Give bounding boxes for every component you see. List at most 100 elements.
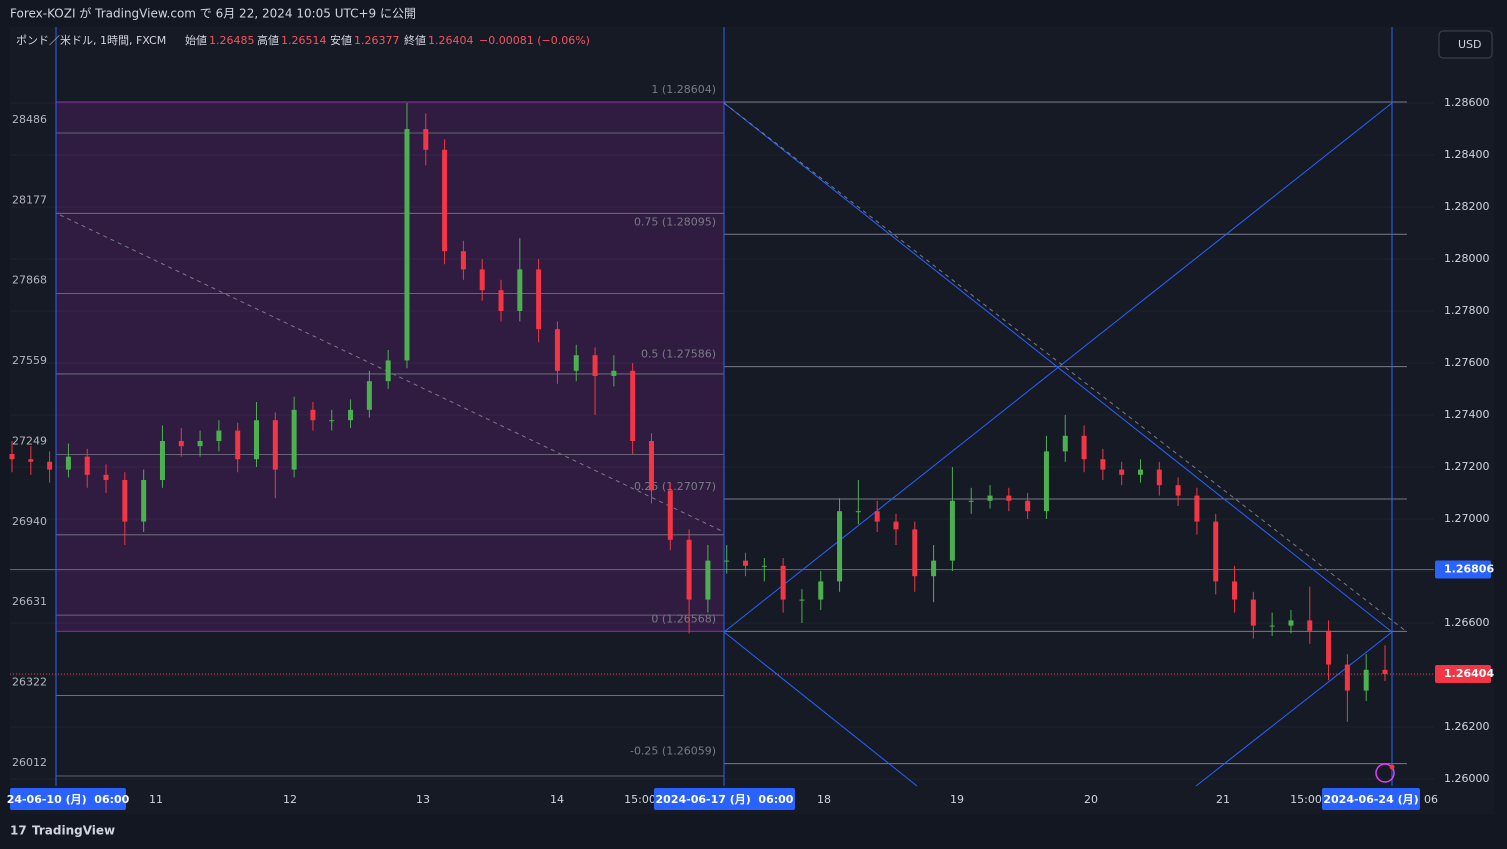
- time-tick-label: 19: [950, 793, 964, 806]
- candle-body: [254, 420, 260, 460]
- trend-line: [723, 102, 1393, 633]
- candle-body: [141, 480, 147, 522]
- candle-body: [1156, 469, 1162, 486]
- candle-body: [1194, 495, 1200, 522]
- alert-icon[interactable]: [1375, 763, 1395, 783]
- time-tick-label: 20: [1084, 793, 1098, 806]
- time-tick-label: 18: [817, 793, 831, 806]
- price-tick-label: 1.26000: [1444, 772, 1490, 785]
- candle-body: [573, 355, 579, 371]
- candle-body: [1025, 500, 1031, 512]
- candle-body: [423, 129, 429, 150]
- candle-body: [893, 521, 899, 530]
- candle-body: [592, 355, 598, 376]
- time-badge: [1322, 788, 1420, 810]
- fib-label: 0.5 (1.27586): [641, 348, 716, 361]
- time-badge-label: 2024-06-24 (月): [1323, 793, 1418, 806]
- candle-body: [705, 560, 711, 600]
- price-tick-label: 1.28200: [1444, 200, 1490, 213]
- price-tick-label: 1.27400: [1444, 408, 1490, 421]
- header-title: Forex-KOZI が TradingView.com で 6月 22, 20…: [10, 6, 416, 21]
- legend-value: 1.26514: [281, 34, 327, 47]
- price-tick-label: 1.26200: [1444, 720, 1490, 733]
- candle-body: [235, 430, 241, 460]
- candle-body: [366, 381, 372, 410]
- candle-body: [968, 500, 974, 502]
- candle-body: [1363, 669, 1369, 691]
- candle-body: [1006, 495, 1012, 501]
- candle-body: [1043, 451, 1049, 512]
- legend-label: 高値: [257, 33, 279, 47]
- crosshair-badge: [1435, 560, 1491, 579]
- candle-body: [686, 539, 692, 600]
- trend-line: [723, 631, 918, 787]
- time-badge-label: 24-06-10 (月) 06:00: [7, 793, 130, 806]
- candle-body: [1269, 625, 1275, 627]
- plot-area: [10, 27, 1434, 786]
- candle-body: [1137, 469, 1143, 475]
- candle-body: [724, 560, 730, 562]
- candle-body: [931, 560, 937, 577]
- price-tick-label: 1.27200: [1444, 460, 1490, 473]
- candle-body: [460, 251, 466, 270]
- currency-label[interactable]: USD: [1458, 38, 1482, 51]
- candle-body: [1382, 669, 1388, 674]
- time-tick-label: 15:00: [1290, 793, 1322, 806]
- price-tick-label: 1.27600: [1444, 356, 1490, 369]
- footer-brand: TradingView: [32, 824, 115, 838]
- candle-body: [178, 441, 184, 447]
- trend-line: [1195, 631, 1393, 787]
- left-tick-label: 26322: [12, 675, 47, 688]
- candle-body: [197, 441, 203, 447]
- candle-body: [442, 149, 448, 252]
- time-badge-label: 2024-06-17 (月) 06:00: [656, 793, 794, 806]
- candle-body: [1232, 581, 1238, 600]
- time-tick-label: 12: [283, 793, 297, 806]
- price-tick-label: 1.27800: [1444, 304, 1490, 317]
- time-badge: [654, 788, 795, 810]
- left-tick-label: 26631: [12, 595, 47, 608]
- candle-body: [1288, 620, 1294, 626]
- legend-value: 1.26377: [354, 34, 400, 47]
- left-tick-label: 28177: [12, 193, 47, 206]
- legend-label: 始値: [185, 33, 207, 47]
- candle-body: [84, 456, 90, 475]
- candle-body: [28, 459, 34, 462]
- time-tick-label: 21: [1216, 793, 1230, 806]
- candle-body: [780, 565, 786, 600]
- candle-body: [47, 461, 53, 470]
- candle-body: [1344, 664, 1350, 691]
- candle-body: [949, 500, 955, 561]
- candle-body: [818, 581, 824, 600]
- time-tick-label: 14: [550, 793, 564, 806]
- candle-body: [761, 565, 767, 567]
- candle-body: [9, 454, 15, 460]
- currency-button[interactable]: [1438, 30, 1493, 59]
- time-tick-label: 13: [416, 793, 430, 806]
- candle-body: [498, 290, 504, 311]
- price-tick-label: 1.28400: [1444, 148, 1490, 161]
- legend-value: 1.26404: [428, 34, 474, 47]
- price-tick-label: 1.28000: [1444, 252, 1490, 265]
- candle-body: [987, 495, 993, 501]
- price-tick-label: 1.27000: [1444, 512, 1490, 525]
- legend-value: 1.26485: [209, 34, 255, 47]
- candle-body: [837, 511, 843, 582]
- left-tick-label: 27559: [12, 354, 47, 367]
- candle-body: [159, 441, 165, 480]
- candle-body: [517, 269, 523, 311]
- candle-body: [329, 420, 335, 422]
- drawings: 28486 28177 27868 27559 27249 26940 26631 26322…: [9, 27, 1434, 787]
- candle-body: [799, 599, 805, 601]
- candle-body: [1307, 620, 1313, 631]
- candle-body: [855, 511, 861, 513]
- price-tick-label: 1.28600: [1444, 96, 1490, 109]
- candle-body: [874, 511, 880, 522]
- crosshair-badge-label: 1.26806: [1444, 562, 1494, 575]
- fib-label: 1 (1.28604): [651, 83, 716, 96]
- dashed-line: [59, 214, 725, 533]
- legend-label: 終値: [404, 33, 426, 47]
- candle-body: [1119, 469, 1125, 475]
- candle-body: [1081, 435, 1087, 460]
